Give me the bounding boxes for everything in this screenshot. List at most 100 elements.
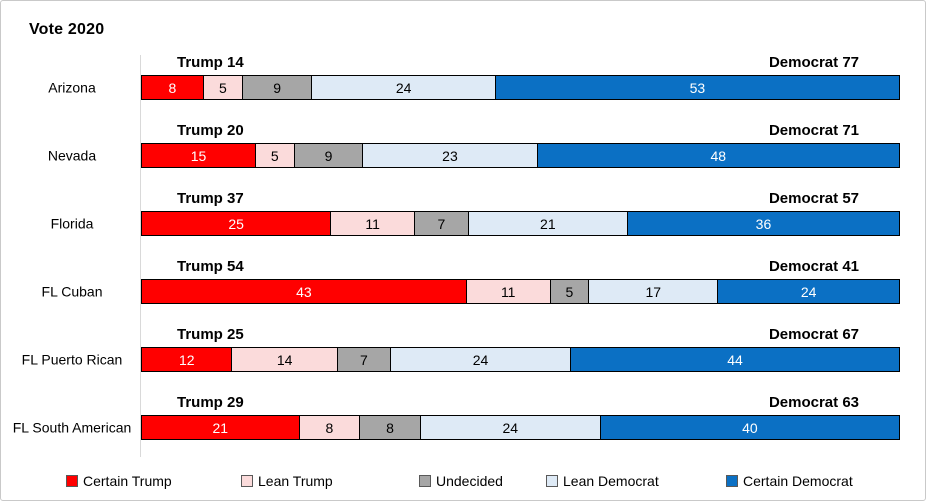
bar-segment: 8 <box>359 415 421 440</box>
legend-label: Lean Democrat <box>563 473 659 489</box>
segment-value-label: 14 <box>276 351 293 368</box>
bar-segment: 24 <box>717 279 901 304</box>
category-label: Florida <box>50 215 94 232</box>
segment-value-label: 11 <box>500 283 516 300</box>
bar-segment: 5 <box>254 143 295 168</box>
stacked-bar-row: 15 5 9 23 48 <box>141 143 900 168</box>
bar-segment: 23 <box>362 143 538 168</box>
chart-title: Vote 2020 <box>29 21 105 38</box>
trump-total-label: Trump 37 <box>177 190 244 207</box>
democrat-total-label: Democrat 77 <box>768 54 859 71</box>
legend-item: Undecided <box>419 472 503 490</box>
segment-value-label: 24 <box>472 351 489 368</box>
legend-item: Lean Democrat <box>546 472 659 490</box>
bar-segment: 5 <box>549 279 590 304</box>
bar-segment: 7 <box>336 347 392 372</box>
bar-segment: 15 <box>141 143 256 168</box>
bar-segment: 24 <box>419 415 601 440</box>
bar-segment: 40 <box>599 415 900 440</box>
segment-value-label: 53 <box>689 79 706 96</box>
bar-segment: 8 <box>141 75 204 100</box>
bar-segment: 24 <box>311 75 496 100</box>
segment-value-label: 8 <box>325 419 334 436</box>
bar-segment: 21 <box>467 211 628 236</box>
trump-total-label: Trump 25 <box>177 326 244 343</box>
segment-value-label: 8 <box>168 79 177 96</box>
segment-value-label: 5 <box>565 283 574 300</box>
category-label: Arizona <box>48 79 96 96</box>
legend-label: Certain Trump <box>83 473 172 489</box>
segment-value-label: 5 <box>218 79 227 96</box>
trump-total-label: Trump 14 <box>177 54 244 71</box>
trump-total-label: Trump 20 <box>177 122 244 139</box>
bar-segment: 24 <box>390 347 571 372</box>
segment-value-label: 23 <box>442 147 458 164</box>
segment-value-label: 15 <box>190 147 207 164</box>
legend-swatch-icon <box>546 475 558 487</box>
segment-value-label: 24 <box>800 283 817 300</box>
legend-label: Certain Democrat <box>743 473 853 489</box>
segment-value-label: 11 <box>365 215 380 232</box>
stacked-bar-row: 21 8 8 24 40 <box>141 415 900 440</box>
legend-swatch-icon <box>726 475 738 487</box>
bar-segment: 7 <box>414 211 469 236</box>
segment-value-label: 17 <box>645 283 662 300</box>
legend-swatch-icon <box>419 475 431 487</box>
bar-segment: 11 <box>465 279 551 304</box>
trump-total-label: Trump 29 <box>177 394 244 411</box>
segment-value-label: 5 <box>270 147 279 164</box>
democrat-total-label: Democrat 57 <box>768 190 859 207</box>
segment-value-label: 7 <box>360 351 368 368</box>
segment-value-label: 9 <box>324 147 333 164</box>
category-label: FL Puerto Rican <box>21 351 123 368</box>
democrat-total-label: Democrat 71 <box>768 122 859 139</box>
segment-value-label: 7 <box>437 215 446 232</box>
bar-segment: 11 <box>330 211 416 236</box>
legend-swatch-icon <box>66 475 78 487</box>
bar-segment: 43 <box>141 279 467 304</box>
segment-value-label: 24 <box>395 79 412 96</box>
bar-segment: 36 <box>626 211 900 236</box>
bar-segment: 48 <box>536 143 900 168</box>
democrat-total-label: Democrat 41 <box>768 258 859 275</box>
bar-segment: 9 <box>293 143 364 168</box>
segment-value-label: 48 <box>710 147 727 164</box>
segment-value-label: 12 <box>178 351 195 368</box>
category-label: FL South American <box>12 419 132 436</box>
category-label: FL Cuban <box>41 283 103 300</box>
trump-total-label: Trump 54 <box>177 258 244 275</box>
bar-segment: 12 <box>141 347 233 372</box>
bar-segment: 53 <box>494 75 900 100</box>
segment-value-label: 44 <box>727 351 743 368</box>
democrat-total-label: Democrat 63 <box>768 394 859 411</box>
segment-value-label: 40 <box>742 419 758 436</box>
segment-value-label: 36 <box>755 215 772 232</box>
legend-item: Certain Democrat <box>726 472 853 490</box>
bar-segment: 14 <box>231 347 338 372</box>
segment-value-label: 43 <box>296 283 312 300</box>
legend-item: Lean Trump <box>241 472 333 490</box>
category-axis-line <box>140 55 141 457</box>
stacked-bar-row: 25 11 7 21 36 <box>141 211 900 236</box>
bar-segment: 25 <box>141 211 332 236</box>
segment-value-label: 21 <box>540 215 556 232</box>
legend-label: Lean Trump <box>258 473 333 489</box>
bar-segment: 17 <box>588 279 719 304</box>
legend-item: Certain Trump <box>66 472 172 490</box>
bar-segment: 5 <box>202 75 243 100</box>
bar-segment: 9 <box>241 75 313 100</box>
segment-value-label: 8 <box>386 419 394 436</box>
stacked-bar-row: 8 5 9 24 53 <box>141 75 900 100</box>
stacked-bar-row: 43 11 5 17 24 <box>141 279 901 304</box>
category-label: Nevada <box>47 147 97 164</box>
legend-swatch-icon <box>241 475 253 487</box>
segment-value-label: 21 <box>212 419 229 436</box>
stacked-bar-row: 12 14 7 24 44 <box>141 347 901 372</box>
democrat-total-label: Democrat 67 <box>768 326 859 343</box>
segment-value-label: 24 <box>502 419 519 436</box>
bar-segment: 44 <box>569 347 901 372</box>
bar-segment: 21 <box>141 415 300 440</box>
segment-value-label: 9 <box>273 79 281 96</box>
segment-value-label: 25 <box>228 215 244 232</box>
